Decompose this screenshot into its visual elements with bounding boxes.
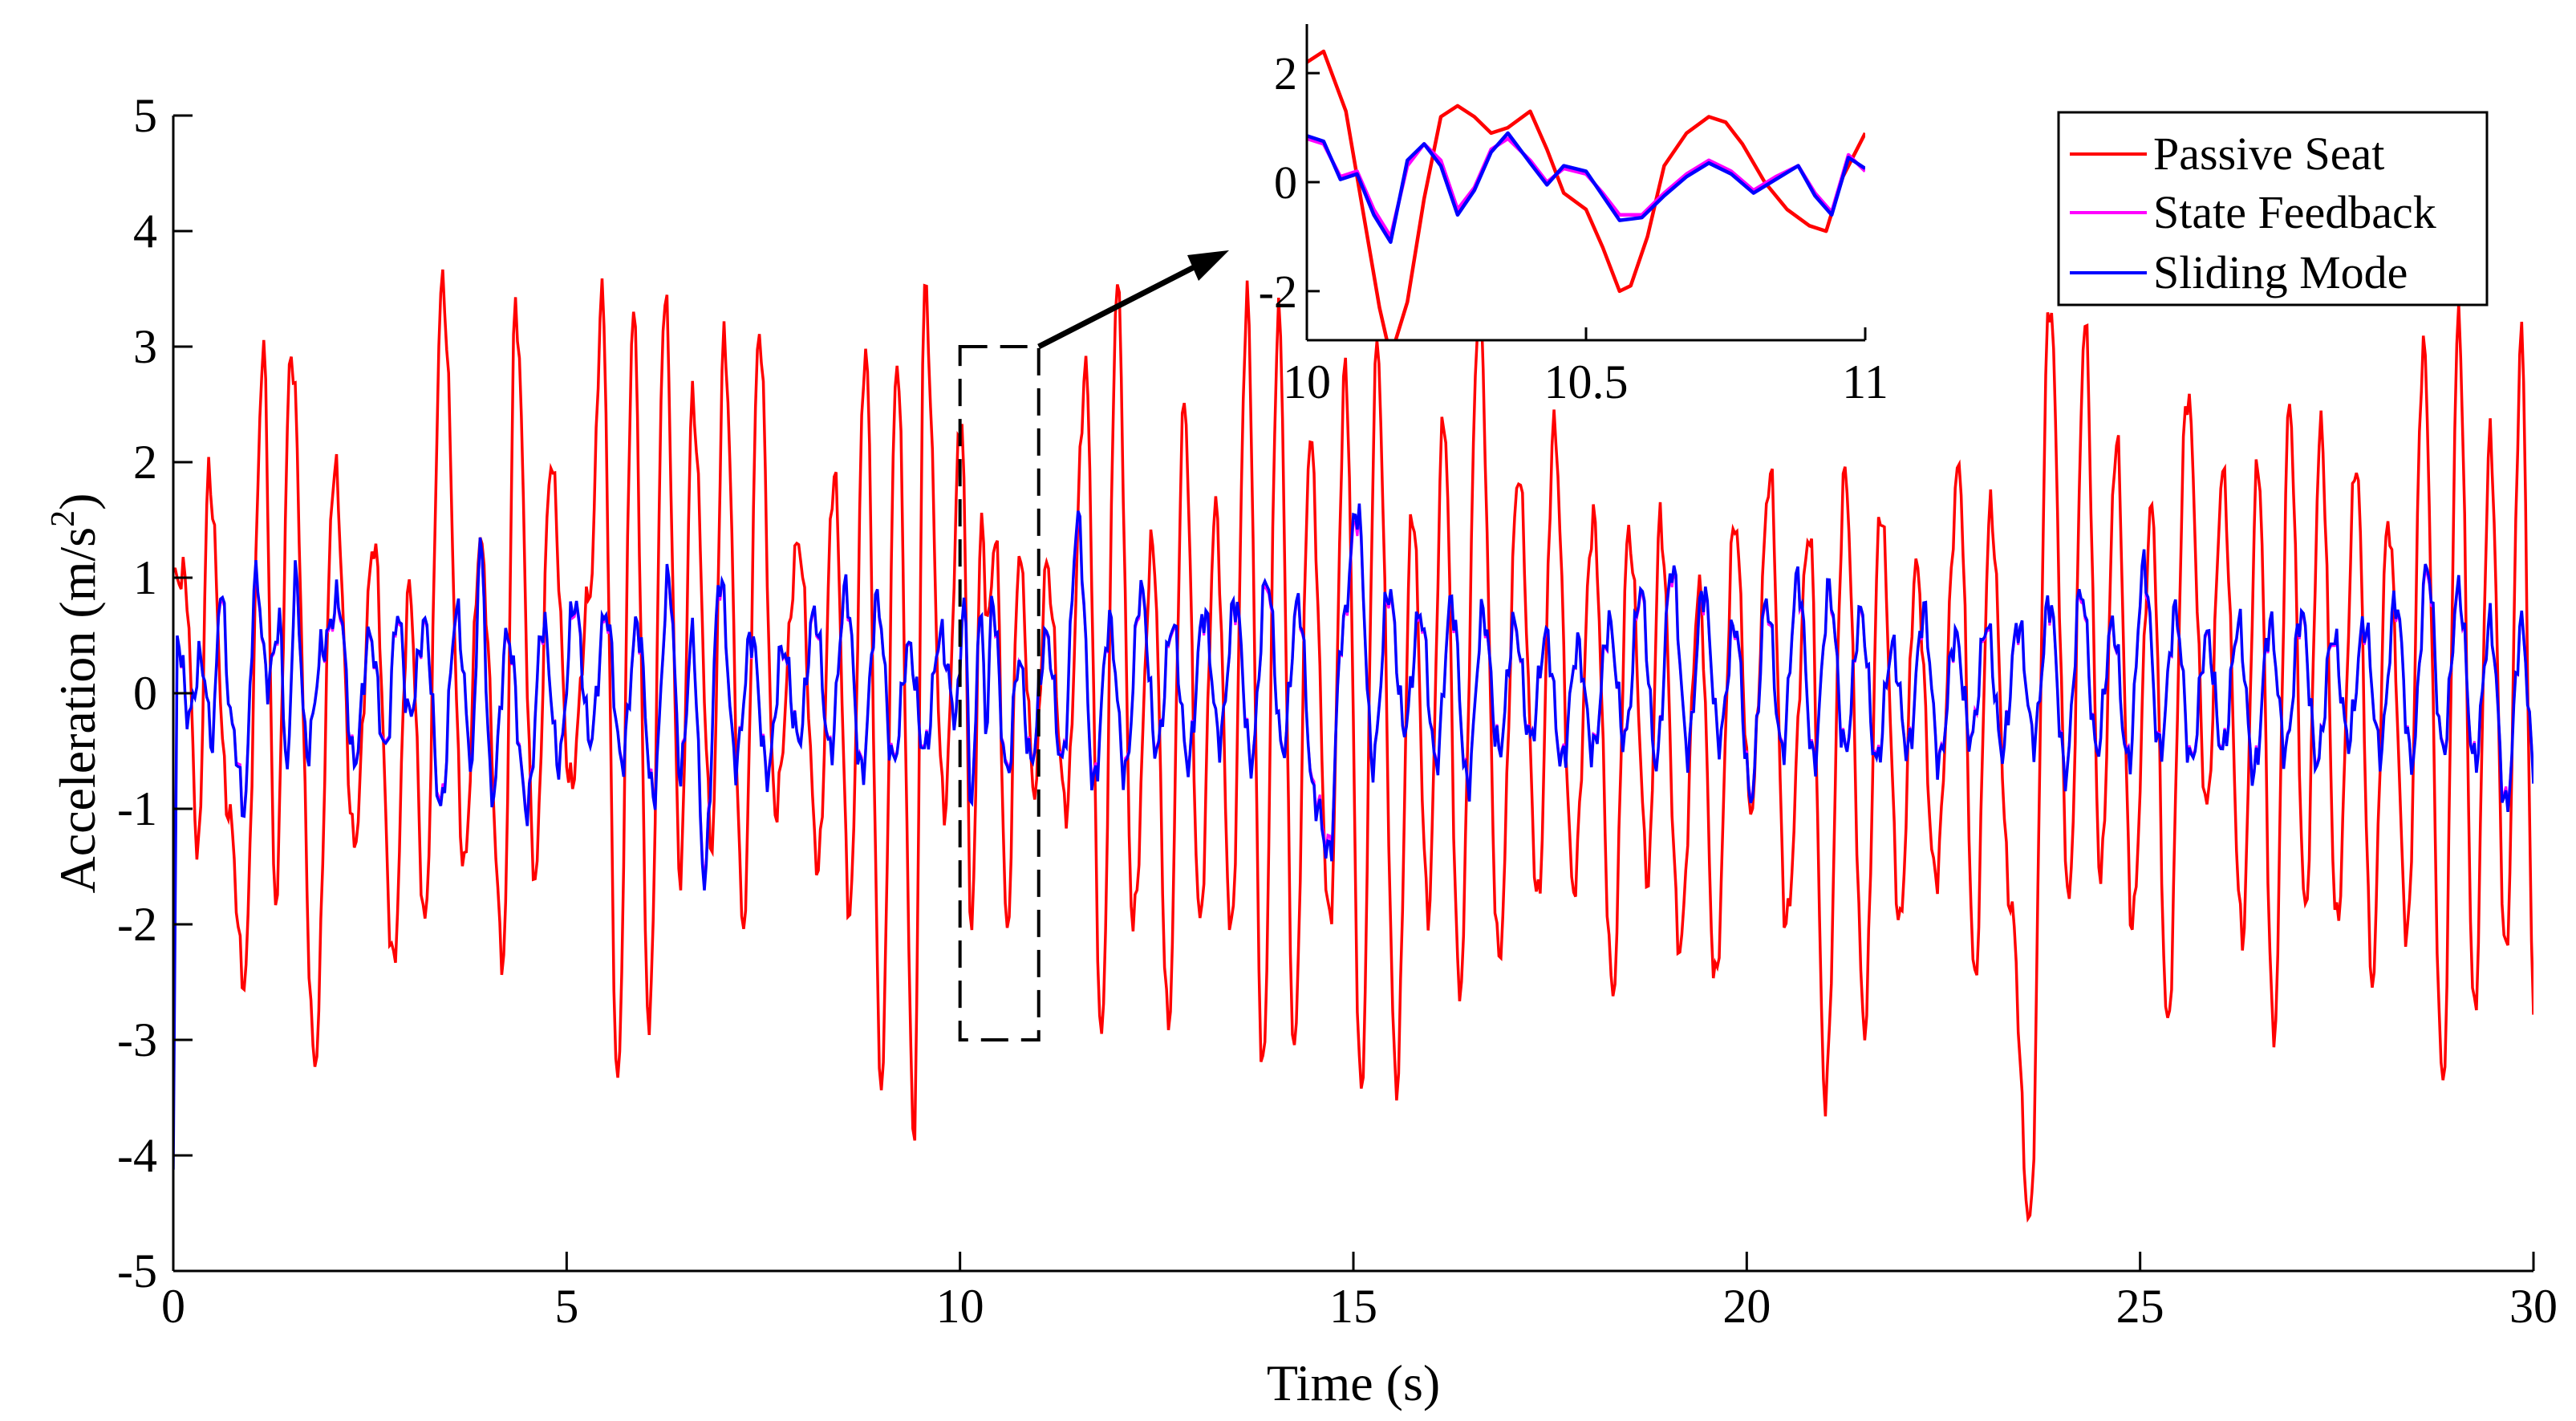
inset-x-tick-label: 11 bbox=[1842, 355, 1888, 408]
zoom-region-box bbox=[958, 345, 1041, 1041]
inset-line-passive-seat bbox=[1307, 49, 1865, 340]
y-tick-label: -2 bbox=[117, 898, 157, 951]
inset-chart: 10 10.5 11 -2 0 2 bbox=[1259, 24, 1888, 408]
inset-y-tick-label: 0 bbox=[1274, 156, 1297, 209]
inset-y-tick-label: 2 bbox=[1274, 47, 1297, 99]
y-tick-label: 1 bbox=[133, 551, 157, 604]
x-tick-label: 25 bbox=[2116, 1280, 2164, 1333]
x-tick-label: 20 bbox=[1722, 1280, 1771, 1333]
legend-label-sliding-mode: Sliding Mode bbox=[2153, 246, 2408, 298]
inset-background bbox=[1307, 24, 1865, 340]
x-tick-label: 5 bbox=[554, 1280, 578, 1333]
zoom-arrow-head bbox=[1187, 250, 1229, 281]
y-tick-label: 2 bbox=[133, 436, 157, 489]
legend-label-state-feedback: State Feedback bbox=[2153, 186, 2436, 238]
y-tick-label: 3 bbox=[133, 320, 157, 373]
x-tick-label: 0 bbox=[161, 1280, 185, 1333]
y-tick-label: 0 bbox=[133, 667, 157, 720]
x-tick-label: 10 bbox=[936, 1280, 984, 1333]
x-tick-label: 30 bbox=[2509, 1280, 2558, 1333]
y-axis-label: Acceleration (m/s2) bbox=[45, 493, 106, 894]
series-line-sliding-mode bbox=[173, 503, 2533, 1170]
y-tick-label: 5 bbox=[133, 89, 157, 142]
series-line-passive-seat bbox=[173, 269, 2533, 1223]
y-tick-label: -5 bbox=[117, 1244, 157, 1297]
legend: Passive Seat State Feedback Sliding Mode bbox=[2057, 111, 2489, 307]
x-axis-label: Time (s) bbox=[1267, 1354, 1440, 1411]
y-axis-label-superscript: 2 bbox=[45, 510, 82, 527]
y-tick-label: -4 bbox=[117, 1129, 157, 1182]
y-tick-label: -3 bbox=[117, 1013, 157, 1066]
legend-label-passive-seat: Passive Seat bbox=[2153, 128, 2384, 180]
inset-x-tick-label: 10.5 bbox=[1544, 355, 1629, 408]
y-axis-label-main: Acceleration (m/s bbox=[49, 527, 106, 894]
y-tick-label: 4 bbox=[133, 205, 157, 258]
y-tick-label: -1 bbox=[117, 782, 157, 835]
inset-line-sliding-mode bbox=[1307, 131, 1865, 244]
x-tick-label: 15 bbox=[1329, 1280, 1377, 1333]
inset-y-tick-label: -2 bbox=[1259, 266, 1297, 318]
inset-x-tick-label: 10 bbox=[1283, 355, 1331, 408]
zoom-arrow-line bbox=[1037, 258, 1207, 350]
y-axis-label-close: ) bbox=[49, 493, 106, 510]
